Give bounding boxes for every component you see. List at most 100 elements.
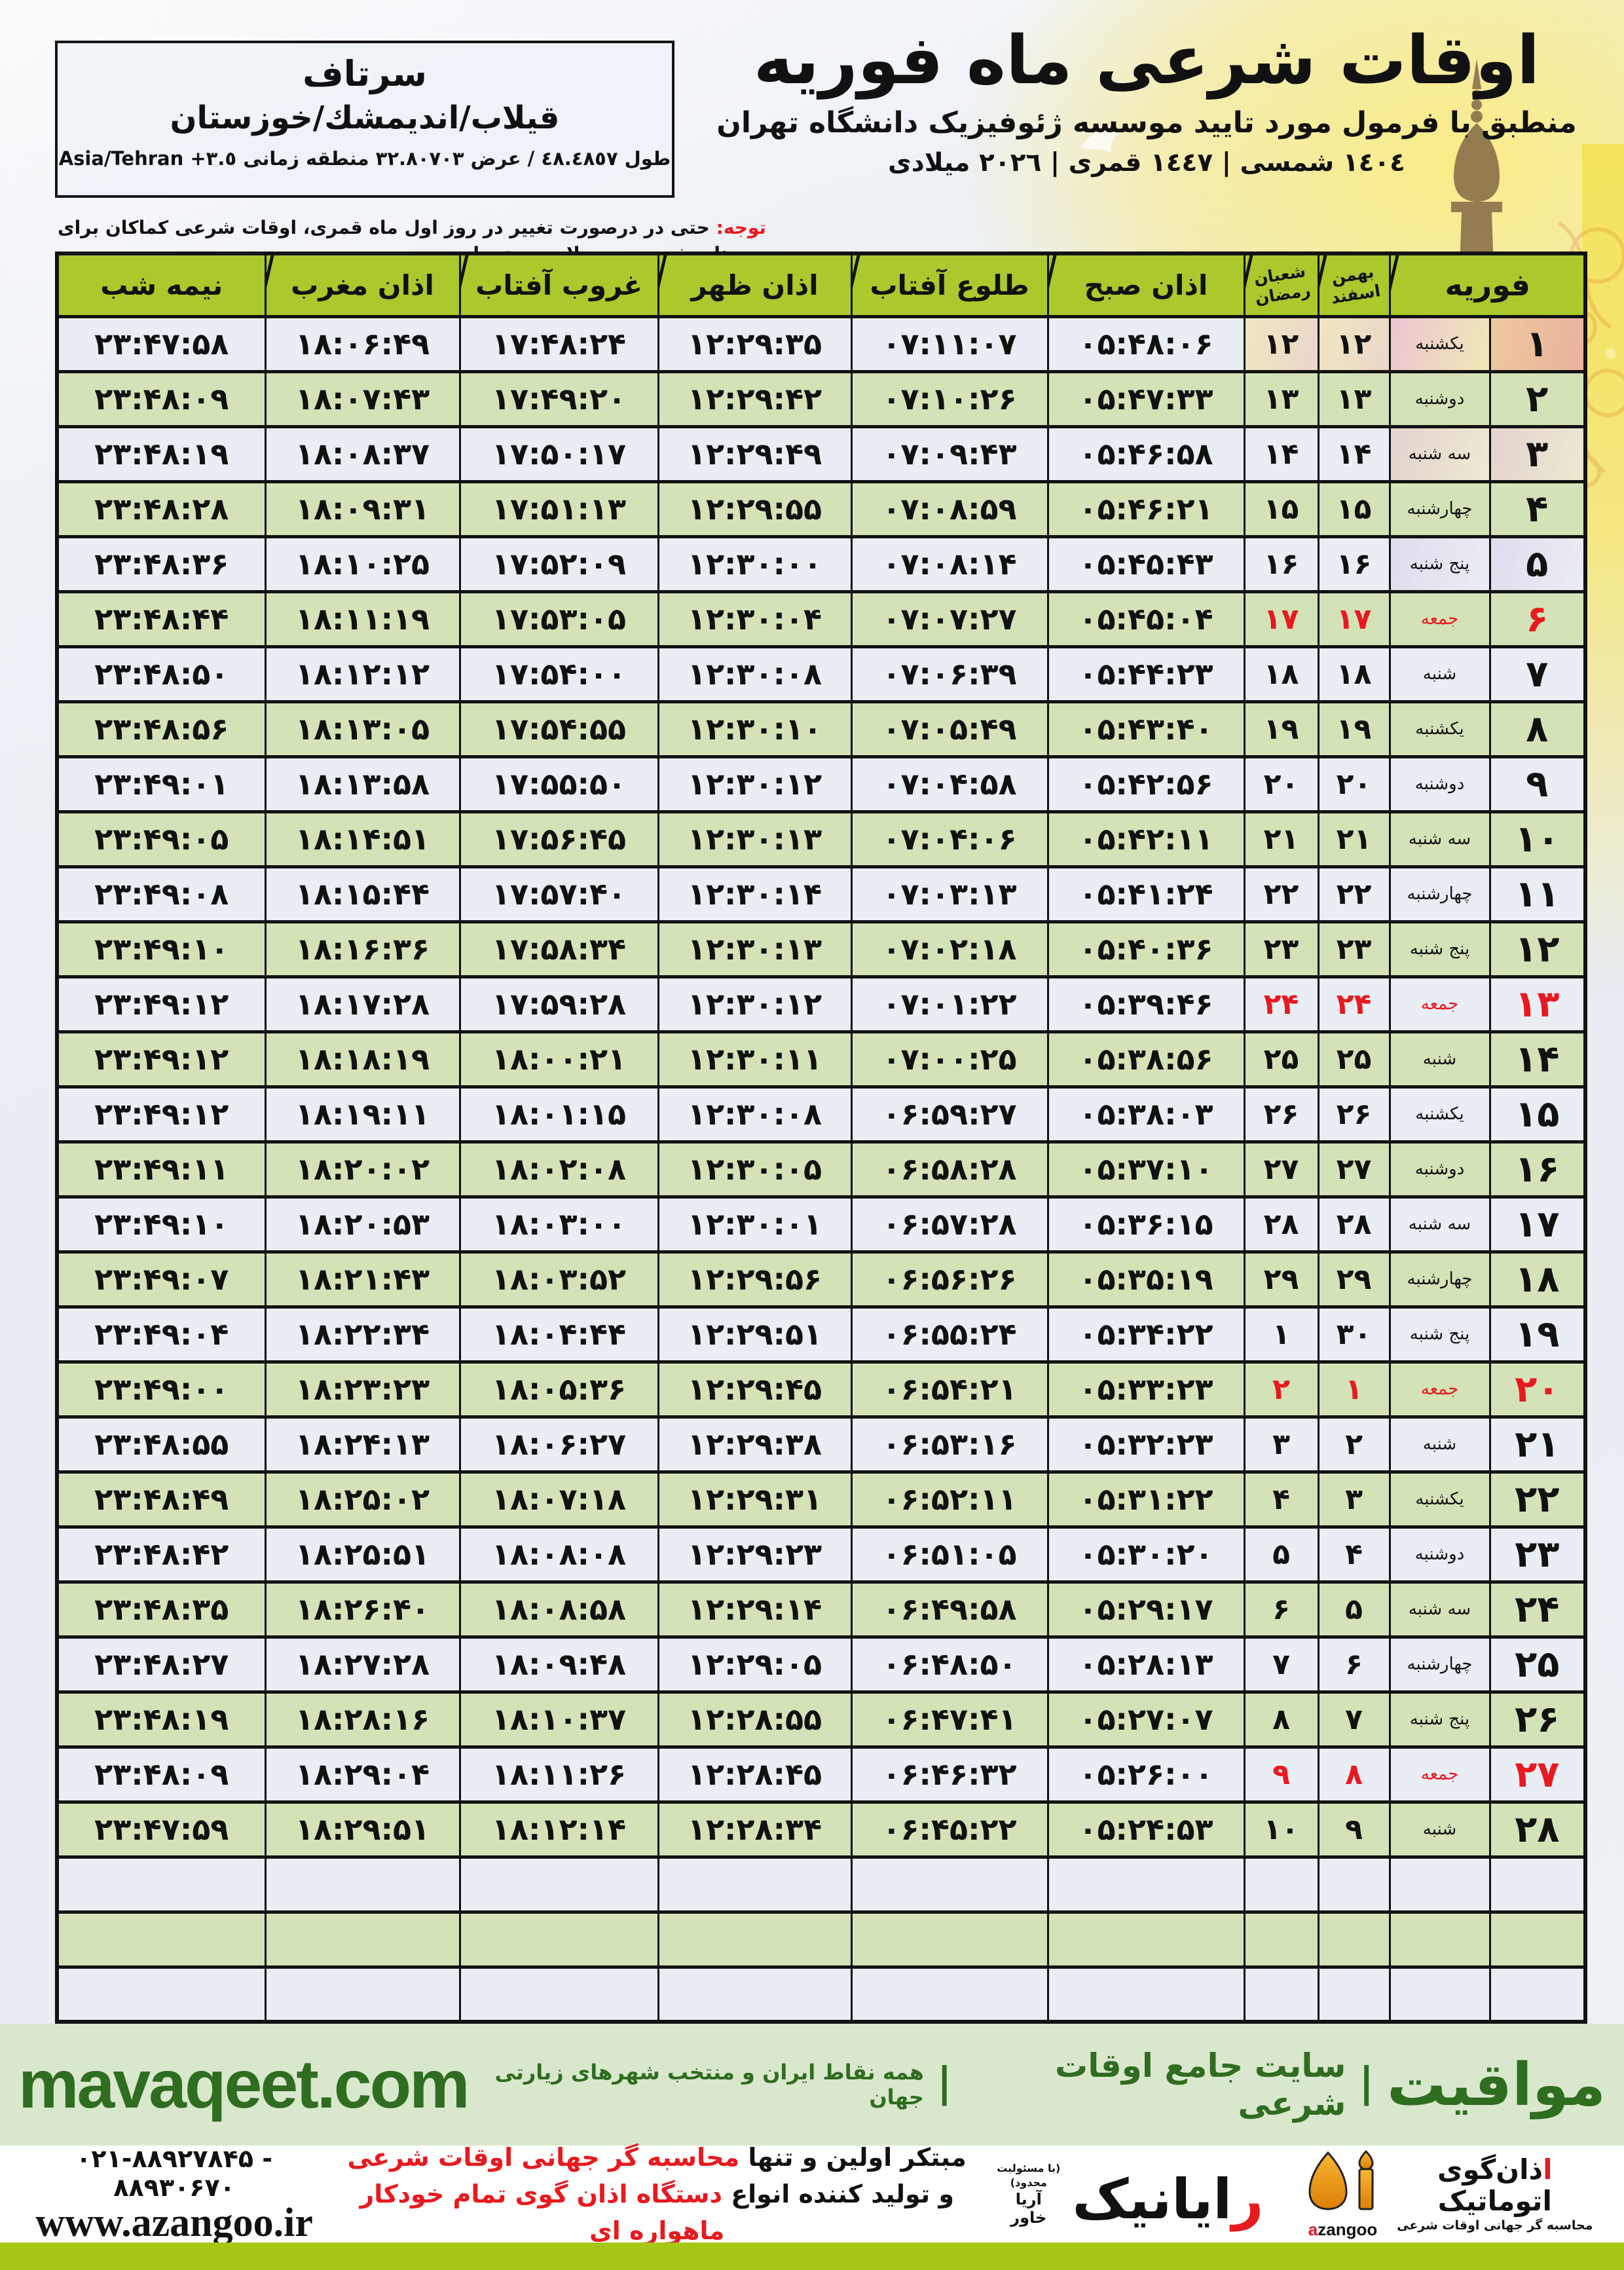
cell-lunar-day: ۲۳ [1243, 920, 1320, 978]
cell-dhuhr: ۱۲:۳۰:۱۳ [657, 809, 853, 868]
cell-lunar-day: ۲۱ [1243, 809, 1320, 868]
cell-solar-day: ۷ [1317, 1690, 1391, 1749]
table-row: ۱۶ دوشنبه ۲۷ ۲۷ ۰۵:۳۷:۱۰ ۰۶:۵۸:۲۸ ۱۲:۳۰:… [56, 1140, 1587, 1199]
cell-fajr: ۰۵:۳۴:۲۲ [1046, 1305, 1246, 1364]
azangoo-en-rest: zangoo [1318, 2220, 1378, 2239]
cell-weekday: چهارشنبه [1388, 865, 1491, 923]
cell-sunset: ۱۷:۵۴:۵۵ [458, 699, 659, 758]
cell-midnight: ۲۳:۴۸:۴۲ [56, 1525, 267, 1584]
cell-lunar-day [1243, 1965, 1320, 2024]
cell-lunar-day: ۵ [1243, 1525, 1320, 1584]
cell-sunset: ۱۷:۵۴:۰۰ [458, 644, 659, 703]
cell-lunar-day: ۹ [1243, 1745, 1320, 1804]
cell-sunrise: ۰۷:۰۵:۴۹ [850, 699, 1049, 758]
cell-sunrise: ۰۷:۰۰:۲۵ [850, 1030, 1049, 1088]
cell-fajr: ۰۵:۳۲:۲۳ [1046, 1415, 1246, 1474]
cell-solar-day: ۱ [1317, 1360, 1391, 1419]
table-row: ۲ دوشنبه ۱۳ ۱۳ ۰۵:۴۷:۳۳ ۰۷:۱۰:۲۶ ۱۲:۲۹:۴… [56, 369, 1587, 428]
cell-maghrib: ۱۸:۰۶:۴۹ [264, 314, 461, 373]
table-row: ۱۸ چهارشنبه ۲۹ ۲۹ ۰۵:۳۵:۱۹ ۰۶:۵۶:۲۶ ۱۲:۲… [56, 1250, 1587, 1309]
footer-tagline: سایت جامع اوقات شرعی [1055, 2047, 1346, 2123]
azangoo-subtitle: محاسبه گر جهانی اوقات شرعی [1397, 2218, 1593, 2233]
cell-weekday: سه شنبه [1388, 1580, 1491, 1639]
cell-lunar-day: ۸ [1243, 1690, 1320, 1749]
cell-sunset: ۱۷:۵۹:۲۸ [458, 975, 659, 1033]
azangoo-graphic: azangoo [1301, 2149, 1386, 2239]
table-row: ۵ پنج شنبه ۱۶ ۱۶ ۰۵:۴۵:۴۳ ۰۷:۰۸:۱۴ ۱۲:۳۰… [56, 534, 1587, 593]
cell-maghrib: ۱۸:۲۳:۲۳ [264, 1360, 461, 1419]
table-row: ۲۶ پنج شنبه ۷ ۸ ۰۵:۲۷:۰۷ ۰۶:۴۷:۴۱ ۱۲:۲۸:… [56, 1690, 1587, 1749]
cell-fajr: ۰۵:۳۸:۰۳ [1046, 1085, 1246, 1144]
cell-sunrise [850, 1855, 1049, 1914]
cell-maghrib: ۱۸:۰۹:۳۱ [264, 479, 461, 538]
cell-sunset: ۱۸:۰۶:۲۷ [458, 1415, 659, 1474]
cell-fajr: ۰۵:۳۷:۱۰ [1046, 1140, 1246, 1199]
cell-sunset: ۱۷:۵۳:۰۵ [458, 589, 659, 648]
cell-midnight: ۲۳:۴۸:۲۷ [56, 1635, 267, 1694]
cell-sunset: ۱۷:۵۲:۰۹ [458, 534, 659, 593]
azangoo-title: اذان‌گوی اتوماتیک [1392, 2154, 1598, 2217]
cell-solar-day [1317, 1855, 1391, 1914]
cell-lunar-day: ۲۴ [1243, 975, 1320, 1033]
cell-fajr: ۰۵:۴۴:۲۳ [1046, 644, 1246, 703]
cell-february-day: ۱۴ [1488, 1030, 1587, 1088]
mavaqeet-url: mavaqeet.com [18, 2046, 470, 2123]
cell-fajr [1046, 1855, 1246, 1914]
cell-dhuhr: ۱۲:۲۸:۴۵ [657, 1745, 853, 1804]
cell-midnight: ۲۳:۴۹:۰۴ [56, 1305, 267, 1364]
cell-solar-day: ۲۶ [1317, 1085, 1391, 1144]
table-row: ۱۹ پنج شنبه ۳۰ ۱ ۰۵:۳۴:۲۲ ۰۶:۵۵:۲۴ ۱۲:۲۹… [56, 1305, 1587, 1364]
cell-fajr: ۰۵:۳۶:۱۵ [1046, 1195, 1246, 1254]
cell-sunrise: ۰۷:۰۱:۲۲ [850, 975, 1049, 1033]
cell-february-day: ۱۸ [1488, 1250, 1587, 1309]
cell-dhuhr: ۱۲:۲۹:۴۲ [657, 369, 853, 428]
cell-dhuhr: ۱۲:۲۹:۳۸ [657, 1415, 853, 1474]
cell-lunar-day: ۱۶ [1243, 534, 1320, 593]
cell-dhuhr: ۱۲:۳۰:۰۰ [657, 534, 853, 593]
table-row: ۶ جمعه ۱۷ ۱۷ ۰۵:۴۵:۰۴ ۰۷:۰۷:۲۷ ۱۲:۳۰:۰۴ … [56, 589, 1587, 648]
table-row [56, 1965, 1587, 2024]
cell-dhuhr: ۱۲:۲۹:۳۱ [657, 1470, 853, 1529]
header-sunset: غروب آفتاب [458, 251, 659, 318]
cell-maghrib: ۱۸:۱۴:۵۱ [264, 809, 461, 868]
phone-numbers: ۰۲۱-۸۸۹۲۷۸۴۵ - ۸۸۹۳۰۶۷۰ [76, 2144, 273, 2202]
cell-solar-day: ۶ [1317, 1635, 1391, 1694]
cell-lunar-day: ۱۹ [1243, 699, 1320, 758]
cell-fajr: ۰۵:۳۱:۲۲ [1046, 1470, 1246, 1529]
cell-sunset: ۱۸:۰۹:۴۸ [458, 1635, 659, 1694]
cell-midnight: ۲۳:۴۹:۰۵ [56, 809, 267, 868]
cell-weekday: چهارشنبه [1388, 479, 1491, 538]
cell-maghrib: ۱۸:۲۲:۳۴ [264, 1305, 461, 1364]
cell-maghrib: ۱۸:۱۱:۱۹ [264, 589, 461, 648]
cell-sunrise: ۰۶:۵۷:۲۸ [850, 1195, 1049, 1254]
cell-solar-day: ۳ [1317, 1470, 1391, 1529]
rayanik-side-text: (با مسئولیت محدود) آریا خاور [991, 2161, 1065, 2227]
cell-weekday [1388, 1965, 1491, 2024]
cell-lunar-day: ۱۵ [1243, 479, 1320, 538]
cell-lunar-day: ۱۳ [1243, 369, 1320, 428]
cell-sunrise: ۰۷:۰۸:۱۴ [850, 534, 1049, 593]
cell-sunset: ۱۷:۴۹:۲۰ [458, 369, 659, 428]
cell-midnight: ۲۳:۴۹:۱۲ [56, 975, 267, 1033]
cell-february-day: ۲۰ [1488, 1360, 1587, 1419]
cell-february-day: ۲۶ [1488, 1690, 1587, 1749]
header-maghrib: اذان مغرب [264, 251, 461, 318]
cell-fajr [1046, 1910, 1246, 1969]
table-row: ۲۵ چهارشنبه ۶ ۷ ۰۵:۲۸:۱۳ ۰۶:۴۸:۵۰ ۱۲:۲۹:… [56, 1635, 1587, 1694]
cell-dhuhr: ۱۲:۳۰:۰۱ [657, 1195, 853, 1254]
header-row: فوریه بهمن اسفند شعبان رمضان اذان صبح طلوع… [56, 251, 1587, 318]
ad-line1-black: مبتکر اولین و تنها [739, 2143, 967, 2172]
cell-solar-day: ۱۸ [1317, 644, 1391, 703]
cell-february-day: ۱۲ [1488, 920, 1587, 978]
cell-february-day: ۱۵ [1488, 1085, 1587, 1144]
ad-line-2: و تولید کننده انواع دستگاه اذان گوی تمام… [322, 2176, 991, 2249]
table-row: ۷ شنبه ۱۸ ۱۸ ۰۵:۴۴:۲۳ ۰۷:۰۶:۳۹ ۱۲:۳۰:۰۸ … [56, 644, 1587, 703]
cell-dhuhr: ۱۲:۲۸:۳۴ [657, 1800, 853, 1859]
table-row: ۴ چهارشنبه ۱۵ ۱۵ ۰۵:۴۶:۲۱ ۰۷:۰۸:۵۹ ۱۲:۲۹… [56, 479, 1587, 538]
cell-solar-day: ۵ [1317, 1580, 1391, 1639]
cell-lunar-day: ۲۶ [1243, 1085, 1320, 1144]
page-subtitle: منطبق با فرمول مورد تایید موسسه ژئوفیزیک… [716, 106, 1577, 140]
cell-midnight: ۲۳:۴۹:۰۰ [56, 1360, 267, 1419]
cell-sunset: ۱۸:۰۵:۳۶ [458, 1360, 659, 1419]
cell-solar-day: ۲۴ [1317, 975, 1391, 1033]
